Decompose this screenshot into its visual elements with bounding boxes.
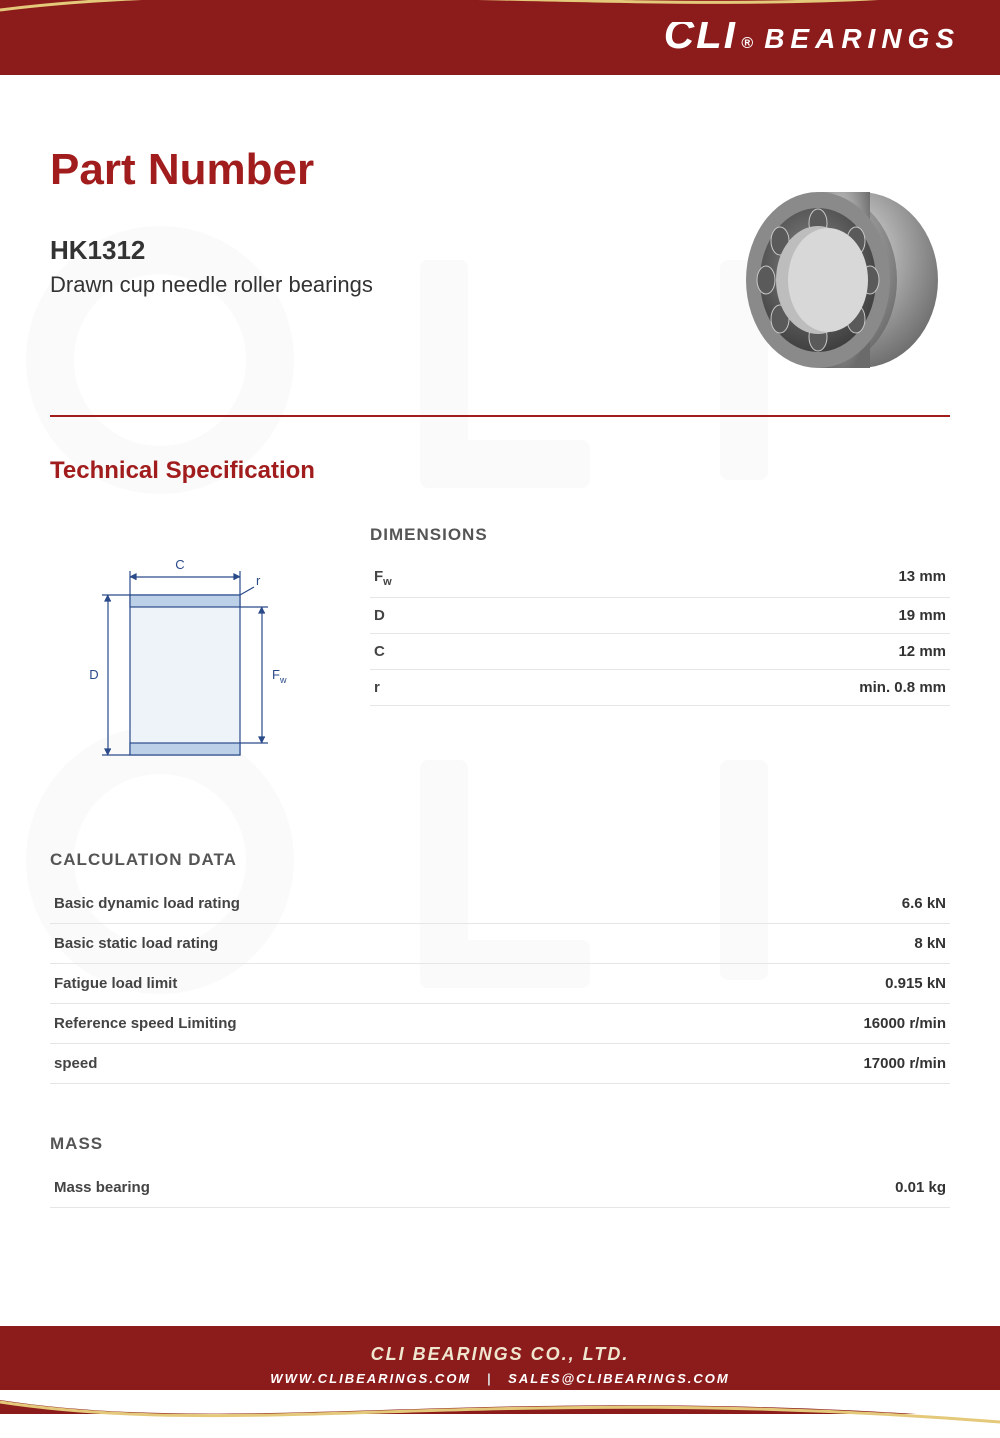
dimension-row: r min. 0.8 mm [370, 670, 950, 706]
dimension-value: 19 mm [898, 607, 946, 624]
calc-value: 16000 r/min [863, 1015, 946, 1032]
calc-row: speed 17000 r/min [50, 1044, 950, 1084]
dimension-value: 13 mm [898, 568, 946, 588]
diagram-label-d: D [89, 667, 98, 682]
dimension-label: C [374, 643, 385, 660]
calc-value: 0.915 kN [885, 975, 946, 992]
footer-company: CLI BEARINGS CO., LTD. [0, 1344, 1000, 1365]
mass-label: Mass bearing [54, 1179, 150, 1196]
dimension-row: C 12 mm [370, 634, 950, 670]
dimension-value: 12 mm [898, 643, 946, 660]
calc-row: Basic static load rating 8 kN [50, 924, 950, 964]
product-info: HK1312 Drawn cup needle roller bearings [50, 235, 373, 298]
dimensions-title: DIMENSIONS [370, 525, 950, 545]
diagram-label-r: r [256, 573, 261, 588]
footer-sep: | [487, 1371, 493, 1386]
mass-row: Mass bearing 0.01 kg [50, 1168, 950, 1208]
dimension-row: Fw 13 mm [370, 559, 950, 598]
footer-website: WWW.CLIBEARINGS.COM [270, 1371, 471, 1386]
dimension-row: D 19 mm [370, 598, 950, 634]
calc-label: Basic dynamic load rating [54, 895, 240, 912]
calculation-block: CALCULATION DATA Basic dynamic load rati… [50, 850, 950, 1084]
calc-label: speed [54, 1055, 97, 1072]
dimension-diagram: C D Fw r [50, 525, 310, 780]
dimensions-table: DIMENSIONS Fw 13 mm D 19 mm C 12 mm r min. 0.8 … [370, 525, 950, 706]
footer-text: CLI BEARINGS CO., LTD. WWW.CLIBEARINGS.C… [0, 1344, 1000, 1386]
diagram-label-fw: Fw [272, 667, 287, 685]
calc-value: 8 kN [914, 935, 946, 952]
calc-value: 17000 r/min [863, 1055, 946, 1072]
dimensions-block: C D Fw r DIMENSIONS Fw 13 mm D 19 mm C 12 mm r… [50, 525, 950, 780]
dimension-value: min. 0.8 mm [859, 679, 946, 696]
brand-registered: ® [741, 35, 756, 53]
product-desc: Drawn cup needle roller bearings [50, 272, 373, 298]
calc-row: Reference speed Limiting 16000 r/min [50, 1004, 950, 1044]
content-area: Part Number HK1312 Drawn cup needle roll… [0, 75, 1000, 1208]
section-divider [50, 415, 950, 417]
calc-row: Fatigue load limit 0.915 kN [50, 964, 950, 1004]
calc-label: Fatigue load limit [54, 975, 177, 992]
dimension-label: r [374, 679, 380, 696]
footer-contact: WWW.CLIBEARINGS.COM | SALES@CLIBEARINGS.… [0, 1371, 1000, 1386]
header-wave [0, 1390, 1000, 1438]
mass-block: MASS Mass bearing 0.01 kg [50, 1134, 950, 1208]
tech-spec-title: Technical Specification [50, 457, 950, 485]
product-code: HK1312 [50, 235, 373, 266]
product-header: HK1312 Drawn cup needle roller bearings [50, 235, 950, 385]
mass-title: MASS [50, 1134, 950, 1154]
mass-value: 0.01 kg [895, 1179, 946, 1196]
dimension-label: Fw [374, 568, 392, 588]
diagram-label-c: C [175, 557, 184, 572]
calc-row: Basic dynamic load rating 6.6 kN [50, 884, 950, 924]
brand-word: BEARINGS [764, 23, 960, 55]
footer-wave [0, 0, 1000, 22]
calc-title: CALCULATION DATA [50, 850, 950, 870]
footer-email: SALES@CLIBEARINGS.COM [508, 1371, 730, 1386]
product-image [720, 175, 950, 385]
calc-value: 6.6 kN [902, 895, 946, 912]
calc-label: Basic static load rating [54, 935, 218, 952]
dimension-label: D [374, 607, 385, 624]
calc-label: Reference speed Limiting [54, 1015, 237, 1032]
